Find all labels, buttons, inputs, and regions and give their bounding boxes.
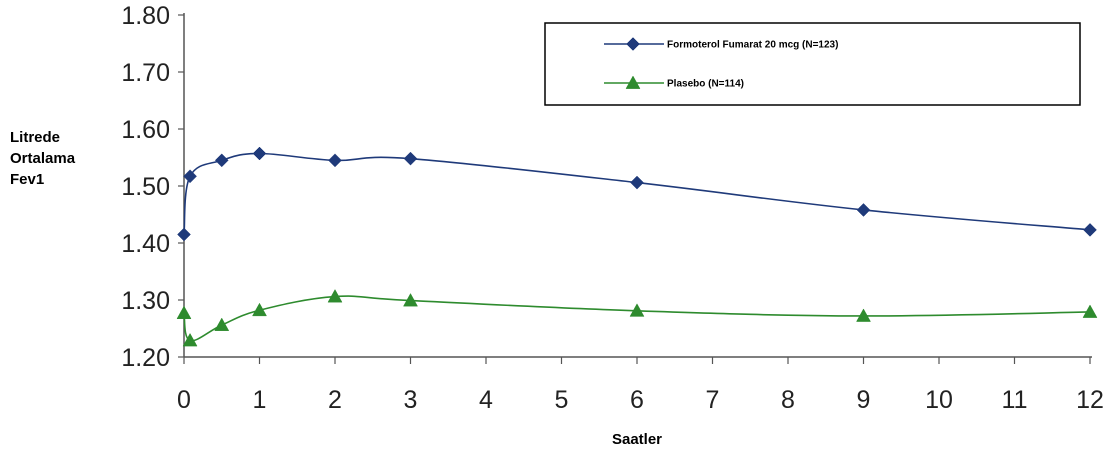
x-tick-label: 4: [479, 386, 493, 414]
series-1: [177, 146, 1097, 242]
diamond-marker: [177, 227, 191, 242]
x-tick-label: 10: [925, 386, 953, 414]
diamond-marker: [214, 153, 229, 168]
x-tick-label: 3: [404, 386, 418, 414]
diamond-marker: [328, 153, 342, 168]
triangle-marker: [176, 305, 192, 319]
x-tick-label: 2: [328, 386, 342, 414]
diamond-marker: [403, 151, 418, 166]
axes: [183, 13, 1092, 358]
x-tick-label: 11: [1002, 386, 1028, 414]
y-tick-label: 1.20: [121, 344, 170, 372]
legend-entry: Formoterol Fumarat 20 mcg (N=123): [604, 37, 838, 51]
series-line: [183, 152, 1091, 235]
x-tick-label: 9: [857, 386, 871, 414]
y-axis-label-line: Litrede: [10, 129, 60, 146]
y-tick-label: 1.40: [121, 230, 170, 258]
series-2: [176, 289, 1098, 347]
plot-series: [176, 146, 1098, 347]
diamond-marker: [626, 37, 640, 51]
x-axis-ticks: 0 1 2 3 4 5 6 7 8 9 10 11 12: [177, 357, 1104, 414]
legend-label: Plasebo (N=114): [667, 79, 744, 90]
y-axis-label: Litrede Ortalama Fev1: [10, 129, 76, 188]
diamond-marker: [252, 146, 267, 161]
y-tick-label: 1.50: [121, 173, 170, 201]
triangle-marker: [629, 303, 645, 317]
triangle-marker: [403, 293, 418, 307]
y-tick-label: 1.70: [121, 59, 170, 87]
x-tick-label: 6: [630, 386, 644, 414]
x-axis-label: Saatler: [612, 431, 662, 448]
x-tick-label: 12: [1076, 386, 1104, 414]
legend: Formoterol Fumarat 20 mcg (N=123) Plasebo…: [544, 22, 1081, 106]
diamond-marker: [1083, 223, 1097, 237]
legend-label: Formoterol Fumarat 20 mcg (N=123): [667, 40, 838, 51]
triangle-marker: [625, 75, 641, 89]
y-axis-ticks: 1.20 1.30 1.40 1.50 1.60 1.70 1.80: [121, 2, 184, 372]
legend-box: [544, 22, 1081, 106]
x-tick-label: 7: [706, 386, 720, 414]
triangle-marker: [856, 308, 871, 322]
y-tick-label: 1.80: [121, 2, 170, 30]
triangle-marker: [214, 317, 230, 331]
diamond-marker: [630, 175, 644, 190]
x-tick-label: 1: [253, 386, 267, 414]
y-axis-label-line: Fev1: [10, 171, 44, 188]
x-tick-label: 5: [555, 386, 569, 414]
diamond-marker: [183, 169, 197, 184]
triangle-marker: [327, 289, 343, 303]
diamond-marker: [856, 203, 871, 217]
y-tick-label: 1.30: [121, 287, 170, 315]
x-tick-label: 8: [781, 386, 795, 414]
y-axis-label-line: Ortalama: [10, 150, 76, 167]
legend-entry: Plasebo (N=114): [604, 75, 744, 90]
x-tick-label: 0: [177, 386, 191, 414]
triangle-marker: [182, 332, 198, 347]
triangle-marker: [252, 302, 267, 317]
y-tick-label: 1.60: [121, 116, 170, 144]
triangle-marker: [1082, 304, 1098, 318]
series-line: [183, 295, 1091, 342]
